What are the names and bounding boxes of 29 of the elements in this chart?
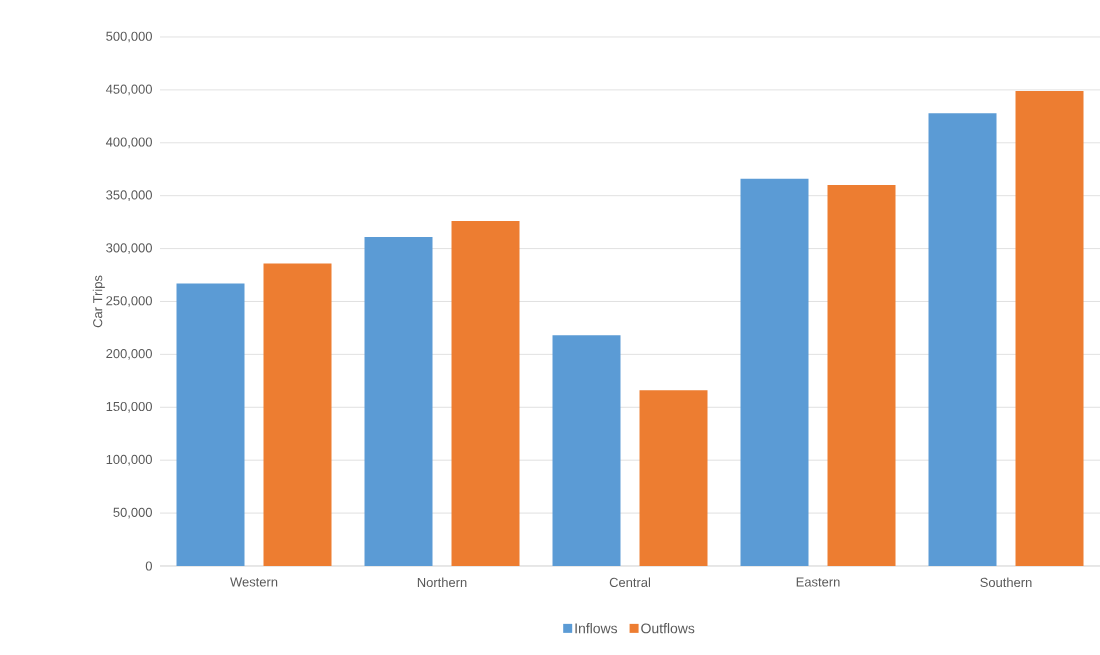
bar [263, 263, 332, 566]
y-tick-label: 250,000 [106, 296, 152, 307]
y-tick-label: 450,000 [105, 84, 152, 96]
bar [1015, 90, 1084, 566]
y-tick-label: 0 [145, 561, 152, 571]
y-tick-label: 50,000 [113, 507, 152, 519]
legend-label: Outflows [641, 623, 695, 634]
x-tick-label: Western [230, 577, 278, 587]
x-tick-label: Central [609, 577, 651, 588]
y-tick-label: 500,000 [106, 31, 152, 43]
bar [552, 335, 621, 566]
bar [928, 113, 997, 566]
x-tick-label: Northern [417, 577, 467, 588]
y-tick-label: 150,000 [106, 401, 152, 413]
legend-label: Inflows [575, 623, 618, 634]
y-tick-label: 350,000 [106, 190, 152, 202]
bar [740, 178, 809, 566]
y-tick-label: 100,000 [106, 454, 152, 466]
x-tick-label: Eastern [796, 577, 840, 587]
y-tick-label: 300,000 [106, 243, 152, 254]
x-tick-label: Southern [980, 577, 1032, 588]
bar [827, 185, 896, 566]
bar [451, 221, 520, 566]
bar [364, 236, 433, 566]
y-tick-label: 200,000 [106, 349, 152, 360]
y-tick-label: 400,000 [105, 137, 152, 149]
bar [639, 390, 708, 566]
y-axis-title: Car Trips [92, 275, 105, 328]
bar [176, 283, 245, 566]
